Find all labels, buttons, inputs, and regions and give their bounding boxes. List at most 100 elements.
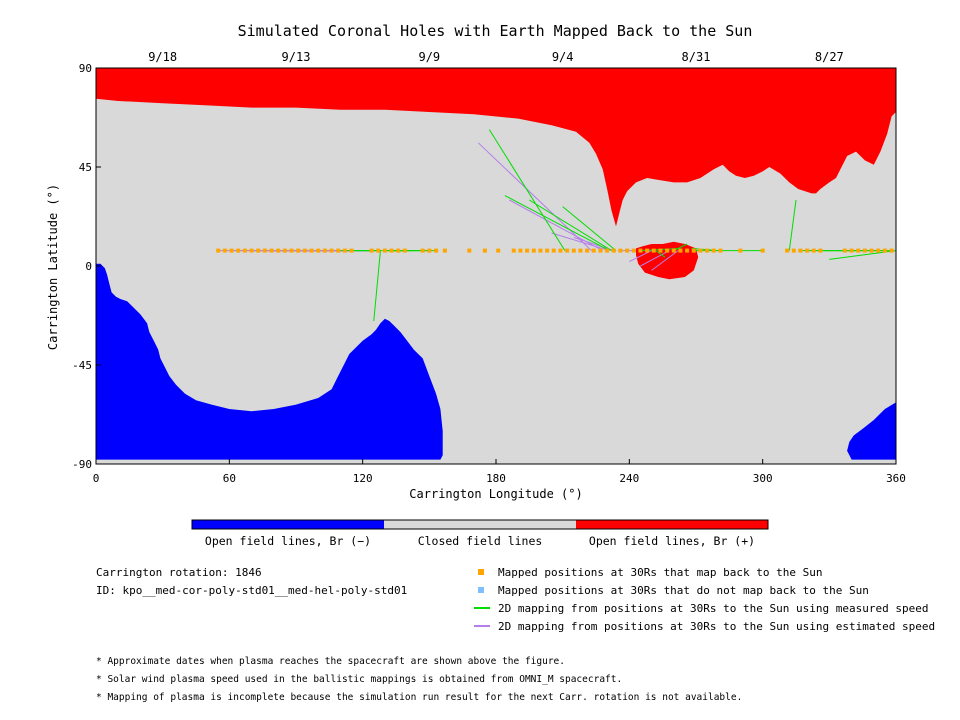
- mapped-position-point: [718, 248, 723, 253]
- mapped-position-point: [818, 248, 823, 253]
- mapped-position-point: [518, 248, 523, 253]
- mapped-position-point: [276, 248, 281, 253]
- mapped-position-point: [578, 248, 583, 253]
- mapped-position-point: [376, 248, 381, 253]
- carrington-rotation: Carrington rotation: 1846: [96, 566, 262, 579]
- mapped-position-point: [645, 248, 650, 253]
- note-incomplete: * Mapping of plasma is incomplete becaus…: [96, 692, 743, 703]
- mapped-position-point: [427, 248, 432, 253]
- mapped-position-point: [869, 248, 874, 253]
- mapped-position-point: [329, 248, 334, 253]
- mapped-position-point: [216, 248, 221, 253]
- mapped-position-point: [442, 248, 447, 253]
- estimated-speed-line: [477, 142, 592, 251]
- axes: 0 60 120 180 240 300 360 90 45 0 -45 -90: [72, 62, 906, 485]
- legend-marks: [474, 569, 490, 627]
- mapped-position-point: [531, 248, 536, 253]
- negative-open-region: [96, 263, 443, 460]
- mapped-position-point: [856, 248, 861, 253]
- mapped-position-point: [785, 248, 790, 253]
- mapped-position-point: [242, 248, 247, 253]
- mapped-position-point: [296, 248, 301, 253]
- mapped-position-point: [482, 248, 487, 253]
- mapped-position-point: [705, 248, 710, 253]
- mapped-position-point: [309, 248, 314, 253]
- colorbar-label: Open field lines, Br (+): [589, 534, 755, 548]
- legend-mapped-marker: [478, 569, 484, 575]
- mapped-position-point: [402, 248, 407, 253]
- colorbar-frame: [191, 519, 769, 530]
- legend-mapped: Mapped positions at 30Rs that map back t…: [498, 566, 823, 579]
- mapped-position-point: [302, 248, 307, 253]
- mapped-position-point: [889, 248, 894, 253]
- y-tick-label: 90: [79, 62, 92, 75]
- top-date-label: 9/4: [552, 50, 574, 64]
- colorbar: Open field lines, Br (−) Closed field lin…: [191, 519, 769, 548]
- mapped-position-point: [665, 248, 670, 253]
- colorbar-label: Closed field lines: [418, 534, 543, 548]
- mapped-position-point: [798, 248, 803, 253]
- measured-speed-line: [562, 206, 617, 251]
- negative-open-region: [847, 402, 896, 460]
- mapped-position-point: [585, 248, 590, 253]
- x-tick-label: 300: [753, 472, 773, 485]
- chart-title: Simulated Coronal Holes with Earth Mappe…: [238, 22, 753, 40]
- mapped-position-point: [618, 248, 623, 253]
- x-axis-label: Carrington Longitude (°): [409, 487, 582, 501]
- legend-measured: 2D mapping from positions at 30Rs to the…: [498, 602, 929, 615]
- mapped-position-point: [269, 248, 274, 253]
- legend-estimated: 2D mapping from positions at 30Rs to the…: [498, 620, 936, 633]
- y-axis-label: Carrington Latitude (°): [46, 184, 60, 350]
- measured-speed-line: [504, 195, 610, 252]
- mapped-position-point: [336, 248, 341, 253]
- mapped-position-point: [658, 248, 663, 253]
- mapped-position-point: [698, 248, 703, 253]
- mapped-position-point: [678, 248, 683, 253]
- mapped-position-point: [591, 248, 596, 253]
- mapped-position-point: [496, 248, 501, 253]
- mapped-position-point: [389, 248, 394, 253]
- x-tick-label: 180: [486, 472, 506, 485]
- mapped-position-point: [262, 248, 267, 253]
- mapped-position-point: [256, 248, 261, 253]
- mapped-position-point: [434, 248, 438, 253]
- mapped-position-point: [811, 248, 816, 253]
- legend-unmapped: Mapped positions at 30Rs that do not map…: [498, 584, 869, 597]
- mapped-position-point: [711, 248, 716, 253]
- y-tick-label: -90: [72, 458, 92, 471]
- top-date-label: 8/31: [682, 50, 711, 64]
- mapped-position-point: [791, 248, 796, 253]
- mapped-position-point: [671, 248, 676, 253]
- top-date-label: 9/9: [418, 50, 440, 64]
- mapped-position-point: [382, 248, 387, 253]
- x-tick-label: 360: [886, 472, 906, 485]
- mapped-position-point: [511, 248, 516, 253]
- mapped-position-point: [289, 248, 294, 253]
- mapped-position-point: [229, 248, 234, 253]
- mapped-position-point: [691, 248, 696, 253]
- x-tick-label: 240: [619, 472, 639, 485]
- estimated-speed-line: [651, 250, 679, 271]
- mapped-position-point: [862, 248, 867, 253]
- mapped-position-point: [420, 248, 425, 253]
- mapped-position-point: [571, 248, 576, 253]
- y-tick-label: 45: [79, 161, 92, 174]
- x-tick-label: 60: [223, 472, 236, 485]
- mapped-position-point: [249, 248, 254, 253]
- measured-speed-line: [673, 243, 688, 252]
- mapped-positions: [216, 248, 894, 253]
- mapped-position-point: [349, 248, 354, 253]
- top-date-label: 9/13: [282, 50, 311, 64]
- mapped-position-point: [611, 248, 616, 253]
- mapped-position-point: [396, 248, 401, 253]
- note-speed: * Solar wind plasma speed used in the ba…: [96, 674, 623, 685]
- y-tick-label: 0: [85, 260, 92, 273]
- x-tick-label: 0: [93, 472, 100, 485]
- mapped-position-point: [805, 248, 810, 253]
- mapped-position-point: [369, 248, 374, 253]
- mapped-position-point: [842, 248, 847, 253]
- mapped-position-point: [605, 248, 610, 253]
- mapped-position-point: [760, 248, 765, 253]
- top-date-labels: 9/18 9/13 9/9 9/4 8/31 8/27: [148, 50, 844, 64]
